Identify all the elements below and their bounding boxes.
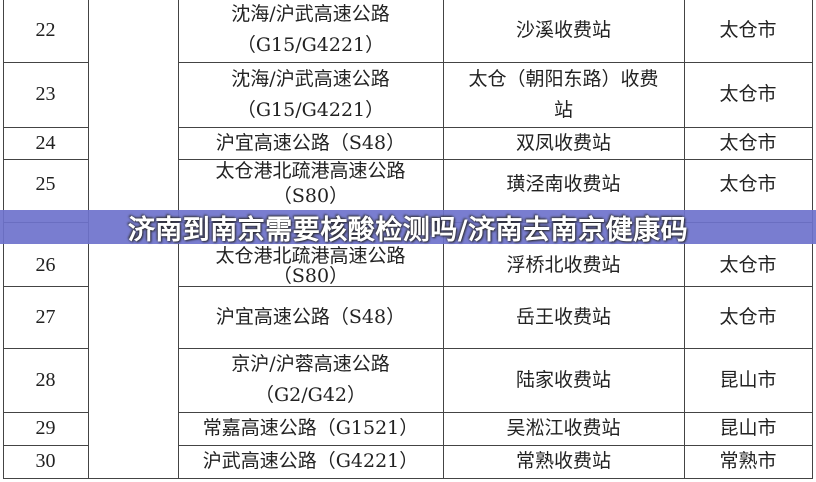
row-divider [3, 286, 88, 287]
cell-road: 常嘉高速公路（G1521） [202, 417, 419, 439]
row-divider [178, 286, 813, 287]
cell-city: 太仓市 [719, 18, 777, 41]
cell-road: 沈海/沪武高速公路 （G15/G4221） [231, 67, 390, 121]
cell-station: 璜泾南收费站 [506, 172, 621, 195]
row-divider [178, 348, 813, 349]
cell-road: 沪宜高速公路（S48） [215, 131, 406, 154]
cell-station: 沙溪收费站 [515, 18, 611, 41]
cell-city: 太仓市 [719, 305, 777, 328]
cell-no: 25 [35, 172, 56, 195]
row-divider [178, 62, 813, 63]
cell-road: 京沪/沪蓉高速公路 （G2/G42） [231, 353, 390, 406]
cell-no: 29 [35, 417, 56, 439]
row-divider [178, 127, 813, 128]
cell-no: 28 [35, 368, 56, 391]
row-divider [3, 348, 88, 349]
row-divider [178, 478, 813, 479]
row-divider [3, 445, 88, 446]
cell-station: 双凤收费站 [515, 131, 611, 154]
row-divider [3, 62, 88, 63]
cell-no: 27 [35, 305, 56, 328]
cell-station: 浮桥北收费站 [506, 254, 621, 276]
row-divider [3, 412, 88, 413]
cell-city: 太仓市 [719, 254, 777, 276]
cell-no: 23 [35, 83, 56, 105]
cell-road: 太仓港北疏港高速公路 （S80） [215, 244, 406, 287]
cell-city: 太仓市 [719, 172, 777, 195]
row-divider [178, 445, 813, 446]
cell-road: 沈海/沪武高速公路 （G15/G4221） [231, 3, 390, 56]
cell-city: 太仓市 [719, 131, 777, 154]
row-divider [3, 478, 88, 479]
cell-station: 岳王收费站 [515, 305, 611, 328]
cell-road: 沪宜高速公路（S48） [215, 305, 406, 328]
cell-city: 昆山市 [719, 368, 777, 391]
cell-station: 常熟收费站 [515, 450, 611, 472]
cell-no: 22 [35, 18, 56, 41]
row-divider [178, 159, 813, 160]
cell-city: 常熟市 [719, 450, 777, 472]
title-banner: 济南到南京需要核酸检测吗/济南去南京健康码 [0, 210, 816, 246]
cell-city: 昆山市 [719, 417, 777, 439]
cell-station: 陆家收费站 [515, 368, 611, 391]
cell-road: 太仓港北疏港高速公路 （S80） [215, 160, 406, 207]
cell-no: 24 [35, 131, 56, 154]
cell-station: 太仓（朝阳东路）收费 站 [468, 67, 659, 121]
banner-title: 济南到南京需要核酸检测吗/济南去南京健康码 [127, 214, 689, 246]
cell-no: 30 [35, 450, 56, 472]
cell-city: 太仓市 [719, 83, 777, 105]
row-divider [88, 478, 178, 479]
row-divider [3, 127, 88, 128]
cell-road: 沪武高速公路（G4221） [202, 450, 419, 472]
cell-station: 吴淞江收费站 [506, 417, 621, 439]
row-divider [178, 412, 813, 413]
row-divider [3, 159, 88, 160]
cell-no: 26 [35, 254, 56, 276]
